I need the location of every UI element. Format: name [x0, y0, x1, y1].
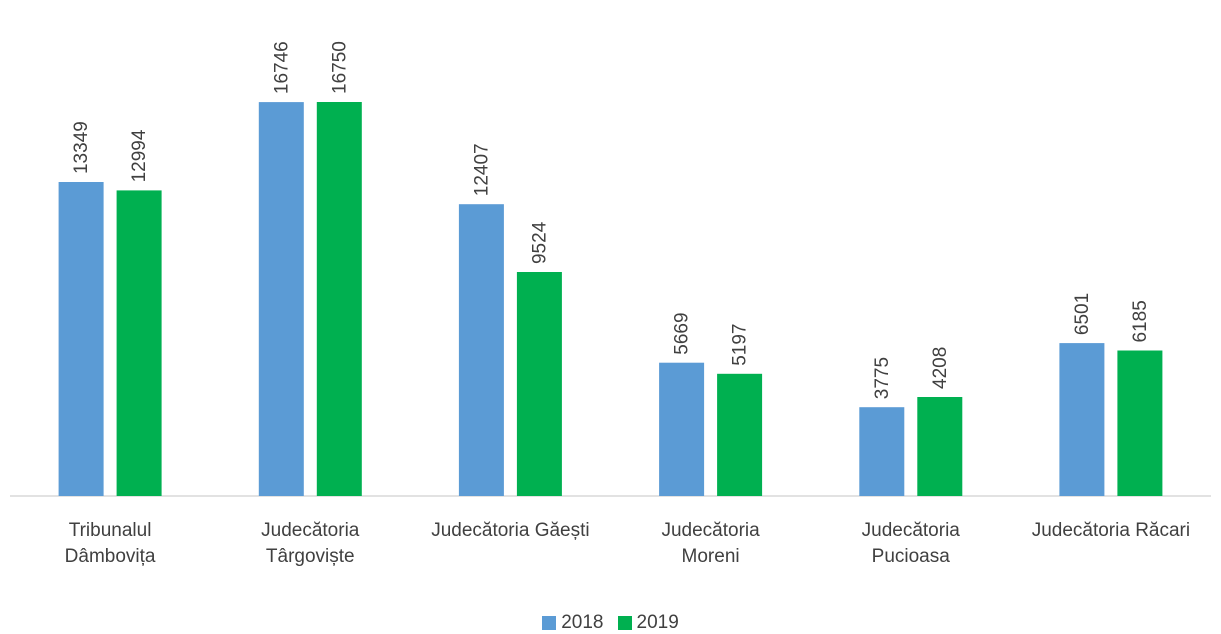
legend-item-2018: 2018: [542, 612, 604, 634]
category-label-line: Târgoviște: [265, 546, 355, 567]
category-label-line: Judecătoria Răcari: [1031, 520, 1191, 541]
value-label-2018-4: 5669: [672, 312, 693, 354]
bar-2018-1: [58, 182, 104, 496]
value-label-2019-2: 16750: [329, 41, 350, 94]
bars-group: [58, 102, 1163, 496]
legend-swatch-2019: [617, 616, 632, 630]
bar-2018-4: [659, 362, 705, 496]
value-label-2019-4: 5197: [730, 324, 751, 366]
bar-2018-5: [859, 407, 905, 496]
category-label-6: Judecătoria Răcari: [1011, 518, 1211, 544]
bar-2019-5: [917, 397, 963, 496]
value-label-2018-5: 3775: [872, 357, 893, 399]
legend-label-2019: 2019: [636, 612, 679, 633]
category-label-line: Tribunalul: [68, 520, 152, 541]
legend-item-2019: 2019: [617, 612, 679, 634]
category-label-2: Judecătoria Târgoviște: [210, 518, 410, 570]
value-labels-group: 13349 12994 16746 16750 12407 9524 5669 5197 377…: [71, 41, 1151, 399]
bar-2019-6: [1117, 350, 1163, 496]
legend: 2018 2019: [0, 612, 1221, 634]
value-label-2018-2: 16746: [271, 41, 292, 94]
category-label-5: Judecătoria Pucioasa: [811, 518, 1011, 570]
bar-2019-1: [116, 190, 162, 496]
category-label-4: Judecătoria Moreni: [611, 518, 811, 570]
bar-2018-6: [1059, 343, 1105, 496]
value-label-2019-1: 12994: [129, 129, 150, 182]
category-label-line: Judecătoria: [661, 520, 760, 541]
bar-2018-3: [458, 204, 504, 496]
value-label-2019-6: 6185: [1130, 300, 1151, 342]
bar-2019-4: [717, 373, 763, 496]
category-label-3: Judecătoria Găești: [410, 518, 610, 544]
value-label-2019-3: 9524: [529, 221, 550, 264]
value-label-2018-1: 13349: [71, 121, 92, 174]
bar-2018-2: [258, 102, 304, 496]
value-label-2018-6: 6501: [1072, 293, 1093, 335]
bar-2019-3: [516, 272, 562, 496]
value-label-2018-3: 12407: [471, 143, 492, 196]
legend-swatch-2018: [542, 616, 557, 630]
category-label-line: Judecătoria: [861, 520, 960, 541]
legend-label-2018: 2018: [561, 612, 604, 633]
bar-2019-2: [316, 102, 362, 496]
category-label-line: Pucioasa: [871, 546, 950, 567]
category-label-line: Moreni: [681, 546, 740, 567]
category-label-line: Dâmbovița: [64, 546, 156, 567]
value-label-2019-5: 4208: [930, 347, 951, 389]
category-label-line: Judecătoria Găești: [431, 520, 590, 541]
category-label-1: Tribunalul Dâmbovița: [10, 518, 210, 570]
category-label-line: Judecătoria: [261, 520, 360, 541]
